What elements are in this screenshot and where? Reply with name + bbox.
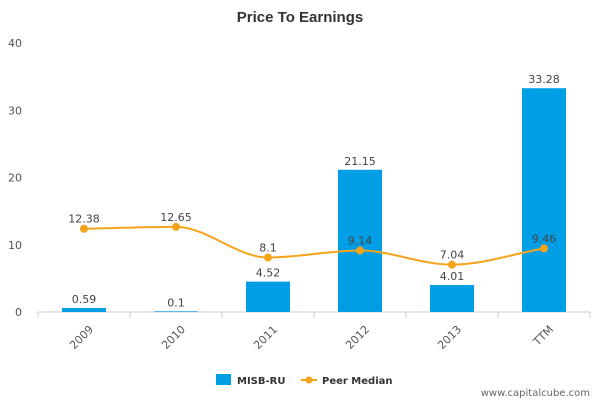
line-data-label: 8.1 <box>259 242 277 255</box>
y-tick-label: 0 <box>15 306 22 319</box>
line-point <box>80 224 88 233</box>
y-tick-label: 20 <box>8 172 22 185</box>
line-data-label: 7.04 <box>440 249 465 262</box>
y-axis: 0 10 20 30 40 <box>8 37 22 319</box>
y-tick-label: 30 <box>8 104 22 117</box>
bar <box>522 88 566 312</box>
line-point <box>264 253 272 262</box>
line-point <box>540 244 548 253</box>
legend-swatch-bar <box>216 374 231 385</box>
x-tick-label: 2012 <box>343 323 372 352</box>
bar <box>338 169 382 312</box>
line-data-label: 12.38 <box>68 213 100 226</box>
line-data-label: 9.14 <box>348 235 373 248</box>
bar-data-label: 0.1 <box>167 296 185 309</box>
bar-data-label: 33.28 <box>528 73 560 86</box>
x-tick-label: 2010 <box>159 323 188 352</box>
data-labels: 0.59 0.1 4.52 21.15 4.01 33.28 12.38 12.65 8.1 9.… <box>68 73 560 309</box>
line-point <box>448 260 456 269</box>
watermark: www.capitalcube.com <box>481 388 590 399</box>
line-point <box>356 246 364 255</box>
bar <box>154 311 198 312</box>
legend-label-line: Peer Median <box>322 376 393 387</box>
bar <box>430 285 474 312</box>
peer-median-line <box>83 225 545 266</box>
y-tick-label: 10 <box>8 239 22 252</box>
bar <box>62 308 106 312</box>
bar-data-label: 21.15 <box>344 155 376 168</box>
bar-series <box>62 88 566 312</box>
bar-data-label: 0.59 <box>72 293 97 306</box>
legend: MISB-RU Peer Median <box>216 374 393 387</box>
bar-data-label: 4.52 <box>256 267 281 280</box>
y-tick-label: 40 <box>8 37 22 50</box>
line-data-label: 12.65 <box>160 211 192 224</box>
x-tick-label: 2013 <box>435 323 464 352</box>
legend-swatch-marker <box>305 376 313 384</box>
x-tick-label: TTM <box>530 323 556 349</box>
bar <box>246 281 290 312</box>
chart-title: Price To Earnings <box>237 9 363 26</box>
bar-data-label: 4.01 <box>440 270 465 283</box>
x-tick-label: 2009 <box>67 323 96 352</box>
line-series <box>80 222 548 269</box>
line-point <box>172 222 180 231</box>
x-axis: 2009 2010 2011 2012 2013 TTM <box>37 311 591 352</box>
line-data-label: 9.46 <box>532 232 557 245</box>
x-tick-label: 2011 <box>251 323 280 352</box>
legend-label-bar: MISB-RU <box>237 376 285 387</box>
